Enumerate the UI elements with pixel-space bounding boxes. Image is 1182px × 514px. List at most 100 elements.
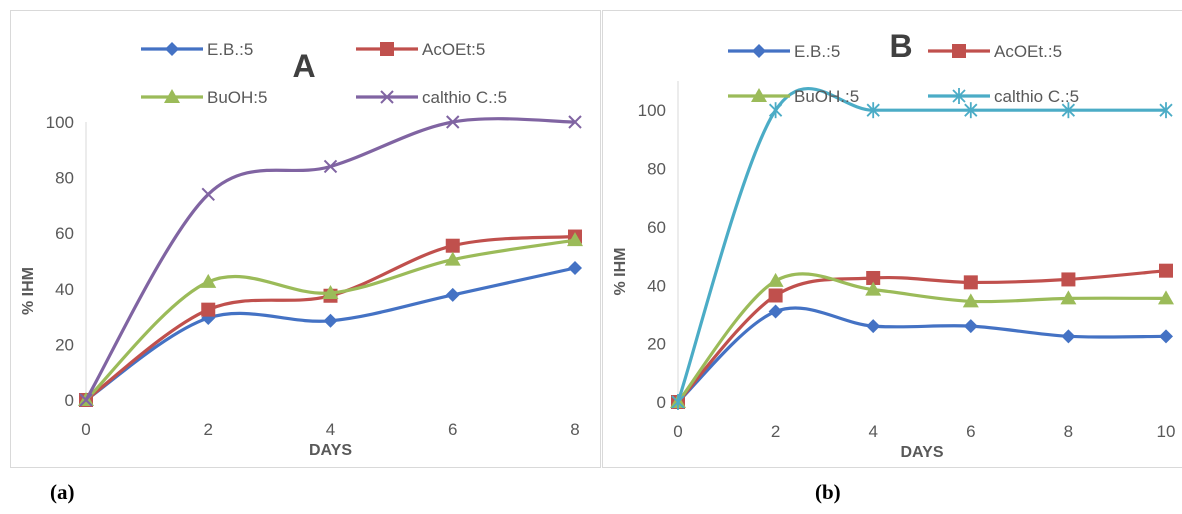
chart-b-data-point: [1060, 290, 1077, 305]
chart-a-x-tick-label: 2: [204, 420, 213, 439]
chart-b-y-tick-label: 60: [647, 218, 666, 237]
chart-b-legend-marker: [752, 44, 766, 58]
chart-a-legend-label: E.B.:5: [207, 40, 253, 59]
chart-a-data-point: [200, 273, 217, 288]
chart-b-x-tick-label: 8: [1064, 422, 1073, 441]
chart-b-data-point: [963, 319, 978, 334]
chart-b-x-tick-label: 0: [673, 422, 682, 441]
chart-a-x-tick-label: 0: [81, 420, 90, 439]
chart-b-data-point: [865, 281, 882, 296]
chart-b-data-point: [671, 394, 685, 410]
chart-b-series-4: [671, 87, 1173, 410]
chart-a-legend-item: AcOEt:5: [356, 40, 485, 59]
chart-b-y-tick-label: 0: [657, 393, 666, 412]
chart-a-legend-marker: [380, 90, 394, 104]
chart-a-legend-marker: [165, 42, 179, 56]
chart-b-legend-label: E.B.:5: [794, 42, 840, 61]
chart-a-legend-label: BuOH:5: [207, 88, 267, 107]
chart-a-y-tick-label: 20: [55, 335, 74, 354]
chart-a-y-tick-label: 80: [55, 169, 74, 188]
chart-a-y-tick-label: 40: [55, 280, 74, 299]
chart-a-series-line: [84, 117, 576, 401]
chart-b-legend-label: BuOH.:5: [794, 87, 859, 106]
chart-b-y-tick-label: 40: [647, 276, 666, 295]
chart-b-svg: 0 20 40 60 80 100 0 2 4 6 8 10 DAYS % IHM B E.B.:5 AcOEt…: [612, 28, 1176, 461]
chart-b-legend-label: AcOEt.:5: [994, 42, 1062, 61]
chart-a-legend-marker: [164, 89, 180, 103]
chart-b-data-point: [1159, 263, 1173, 278]
chart-a-series-3: [78, 232, 583, 406]
chart-b-data-point: [866, 319, 881, 334]
chart-b-legend-item: BuOH.:5: [728, 87, 859, 106]
chart-a-legend-item: BuOH:5: [141, 88, 267, 107]
chart-a-y-tick-label: 60: [55, 224, 74, 243]
chart-b-legend-item: E.B.:5: [728, 42, 840, 61]
chart-b-y-axis-title: % IHM: [612, 248, 629, 296]
chart-a-data-point: [445, 287, 460, 302]
chart-a-y-tick-label: 0: [65, 391, 74, 410]
chart-a-data-point: [201, 302, 216, 317]
chart-b-data-point: [964, 102, 978, 119]
chart-a-x-tick-label: 6: [448, 420, 457, 439]
chart-b-x-tick-label: 6: [966, 422, 975, 441]
chart-b-legend-label: calthio C.:5: [994, 87, 1079, 106]
chart-b-data-point: [963, 275, 978, 290]
chart-b-y-tick-label: 20: [647, 335, 666, 354]
chart-b-x-tick-label: 10: [1157, 422, 1176, 441]
chart-b-data-point: [962, 293, 979, 308]
chart-b-legend-marker: [952, 44, 966, 58]
chart-a-panel-letter: A: [292, 48, 315, 84]
chart-a-data-point: [201, 187, 215, 201]
chart-a-x-axis-title: DAYS: [309, 442, 352, 459]
chart-a-svg: 0 20 40 60 80 100 0 2 4 6 8 DAYS % IHM A E.B.:5 AcOEt:5…: [20, 40, 583, 459]
chart-a-series-1: [79, 260, 582, 407]
caption-a: (a): [50, 480, 75, 504]
chart-b-data-point: [866, 102, 880, 119]
chart-a-legend-item: calthio C.:5: [356, 88, 507, 107]
chart-b-data-point: [768, 304, 783, 319]
chart-b-series-3: [670, 272, 1174, 408]
chart-b-data-point: [768, 102, 783, 119]
chart-b-data-point: [1158, 290, 1174, 305]
chart-a-data-point-stroke-b: [201, 187, 215, 201]
chart-b-x-tick-label: 2: [771, 422, 780, 441]
chart-b-data-point: [1159, 329, 1173, 344]
chart-a-y-axis-title: % IHM: [20, 267, 37, 315]
chart-a-data-point: [446, 115, 460, 129]
chart-b-y-tick-label: 100: [638, 101, 666, 120]
chart-b-series-line: [676, 87, 1166, 403]
chart-a-data-point: [445, 238, 460, 253]
chart-b-data-point: [767, 272, 784, 287]
chart-a-data-point-stroke-b: [323, 159, 338, 174]
chart-b-legend-marker: [751, 88, 767, 102]
chart-b-data-point: [1061, 329, 1076, 344]
chart-a-data-point: [323, 159, 338, 174]
chart-a-legend-marker: [380, 42, 394, 56]
chart-panel-b: 0 20 40 60 80 100 0 2 4 6 8 10 DAYS % IHM B E.B.:5 AcOEt…: [602, 10, 1182, 468]
chart-b-data-point: [1061, 102, 1076, 119]
chart-a-data-point: [79, 393, 93, 407]
chart-a-legend-label: calthio C.:5: [422, 88, 507, 107]
chart-a-legend-label: AcOEt:5: [422, 40, 485, 59]
chart-b-data-point: [768, 288, 783, 303]
chart-a-data-point: [568, 260, 582, 275]
chart-b-data-point: [1159, 102, 1173, 119]
chart-b-legend-item: calthio C.:5: [928, 87, 1079, 106]
chart-b-x-axis-title: DAYS: [901, 444, 944, 461]
chart-a-y-tick-label: 100: [46, 113, 74, 132]
chart-a-data-point-stroke-b: [446, 115, 460, 129]
chart-b-series-line: [676, 306, 1167, 404]
chart-a-x-tick-label: 4: [326, 420, 335, 439]
chart-a-data-point-stroke-b: [79, 393, 93, 407]
chart-b-panel-letter: B: [889, 28, 912, 64]
chart-a-legend-item: E.B.:5: [141, 40, 253, 59]
chart-b-data-point: [1061, 272, 1076, 287]
chart-a-data-point: [568, 115, 582, 129]
chart-a-data-point: [444, 251, 461, 266]
chart-a-data-point-stroke-b: [568, 115, 582, 129]
chart-b-x-tick-label: 4: [868, 422, 877, 441]
chart-b-legend-marker: [952, 88, 966, 104]
chart-a-data-point: [322, 284, 339, 299]
chart-b-data-point: [866, 270, 881, 285]
chart-a-legend-marker-stroke-b: [380, 90, 394, 104]
